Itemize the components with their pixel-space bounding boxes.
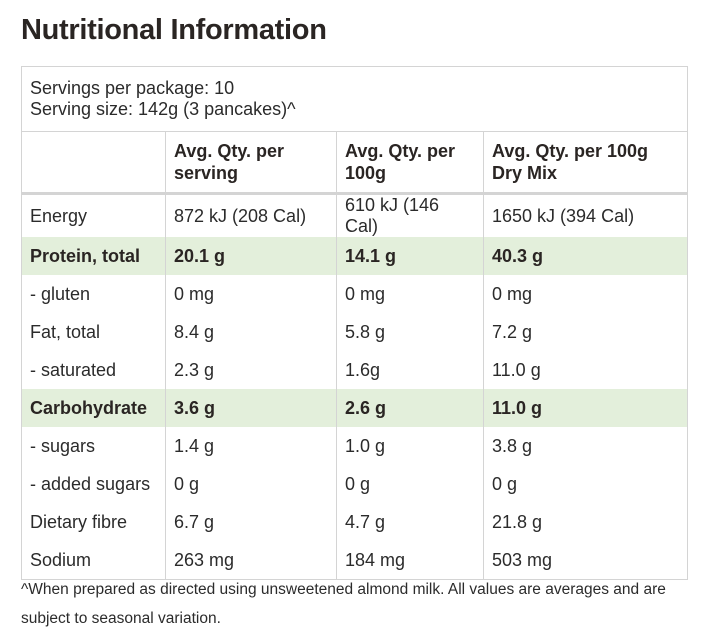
row-value: 1.4 g <box>165 427 337 465</box>
serving-info: Servings per package: 10 Serving size: 1… <box>20 66 689 132</box>
footnote: ^When prepared as directed using unsweet… <box>21 581 666 627</box>
row-value: 20.1 g <box>165 237 337 275</box>
row-label: - sugars <box>21 427 166 465</box>
row-value: 14.1 g <box>336 237 484 275</box>
row-label: Energy <box>21 193 166 237</box>
row-value: 0 mg <box>482 275 689 313</box>
row-value: 8.4 g <box>165 313 337 351</box>
row-value: 0 g <box>336 465 484 503</box>
row-value: 7.2 g <box>482 313 689 351</box>
row-value: 263 mg <box>165 541 337 580</box>
row-value: 2.3 g <box>165 351 337 389</box>
row-label: - gluten <box>21 275 166 313</box>
table-row: Energy 872 kJ (208 Cal) 610 kJ (146 Cal) 16… <box>21 193 689 237</box>
column-header <box>21 131 166 195</box>
table-row: - saturated 2.3 g 1.6g 11.0 g <box>21 351 689 389</box>
row-label: - saturated <box>21 351 166 389</box>
serving-info-row: Servings per package: 10 Serving size: 1… <box>20 66 689 132</box>
row-value: 2.6 g <box>336 389 484 427</box>
row-value: 610 kJ (146 Cal) <box>336 193 484 237</box>
row-label: Dietary fibre <box>21 503 166 541</box>
row-value: 872 kJ (208 Cal) <box>165 193 337 237</box>
row-value: 1.0 g <box>336 427 484 465</box>
table-row: Carbohydrate 3.6 g 2.6 g 11.0 g <box>21 389 689 427</box>
page-title: Nutritional Information <box>21 14 327 46</box>
row-value: 1650 kJ (394 Cal) <box>482 193 689 237</box>
row-label: Sodium <box>21 541 166 580</box>
row-value: 11.0 g <box>482 389 689 427</box>
table-row: Protein, total 20.1 g 14.1 g 40.3 g <box>21 237 689 275</box>
row-label: Fat, total <box>21 313 166 351</box>
column-header: Avg. Qty. per 100g Dry Mix <box>482 131 689 195</box>
row-value: 1.6g <box>336 351 484 389</box>
row-label: - added sugars <box>21 465 166 503</box>
servings-per-package: Servings per package: 10 <box>30 78 235 98</box>
column-header: Avg. Qty. per 100g <box>336 131 484 195</box>
row-value: 11.0 g <box>482 351 689 389</box>
row-value: 6.7 g <box>165 503 337 541</box>
row-value: 21.8 g <box>482 503 689 541</box>
column-header: Avg. Qty. per serving <box>165 131 337 195</box>
row-value: 0 g <box>165 465 337 503</box>
table-row: Fat, total 8.4 g 5.8 g 7.2 g <box>21 313 689 351</box>
row-value: 184 mg <box>336 541 484 580</box>
row-value: 40.3 g <box>482 237 689 275</box>
nutrition-table: Servings per package: 10 Serving size: 1… <box>20 66 689 580</box>
table-row: - gluten 0 mg 0 mg 0 mg <box>21 275 689 313</box>
table-row: Sodium 263 mg 184 mg 503 mg <box>21 541 689 580</box>
row-value: 5.8 g <box>336 313 484 351</box>
row-value: 0 mg <box>165 275 337 313</box>
row-label: Carbohydrate <box>21 389 166 427</box>
row-value: 0 mg <box>336 275 484 313</box>
table-row: - sugars 1.4 g 1.0 g 3.8 g <box>21 427 689 465</box>
row-value: 3.6 g <box>165 389 337 427</box>
row-value: 3.8 g <box>482 427 689 465</box>
row-value: 503 mg <box>482 541 689 580</box>
row-value: 4.7 g <box>336 503 484 541</box>
table-row: Dietary fibre 6.7 g 4.7 g 21.8 g <box>21 503 689 541</box>
row-value: 0 g <box>482 465 689 503</box>
serving-size: Serving size: 142g (3 pancakes)^ <box>30 99 296 119</box>
header-row: Avg. Qty. per serving Avg. Qty. per 100g… <box>21 131 689 195</box>
row-label: Protein, total <box>21 237 166 275</box>
